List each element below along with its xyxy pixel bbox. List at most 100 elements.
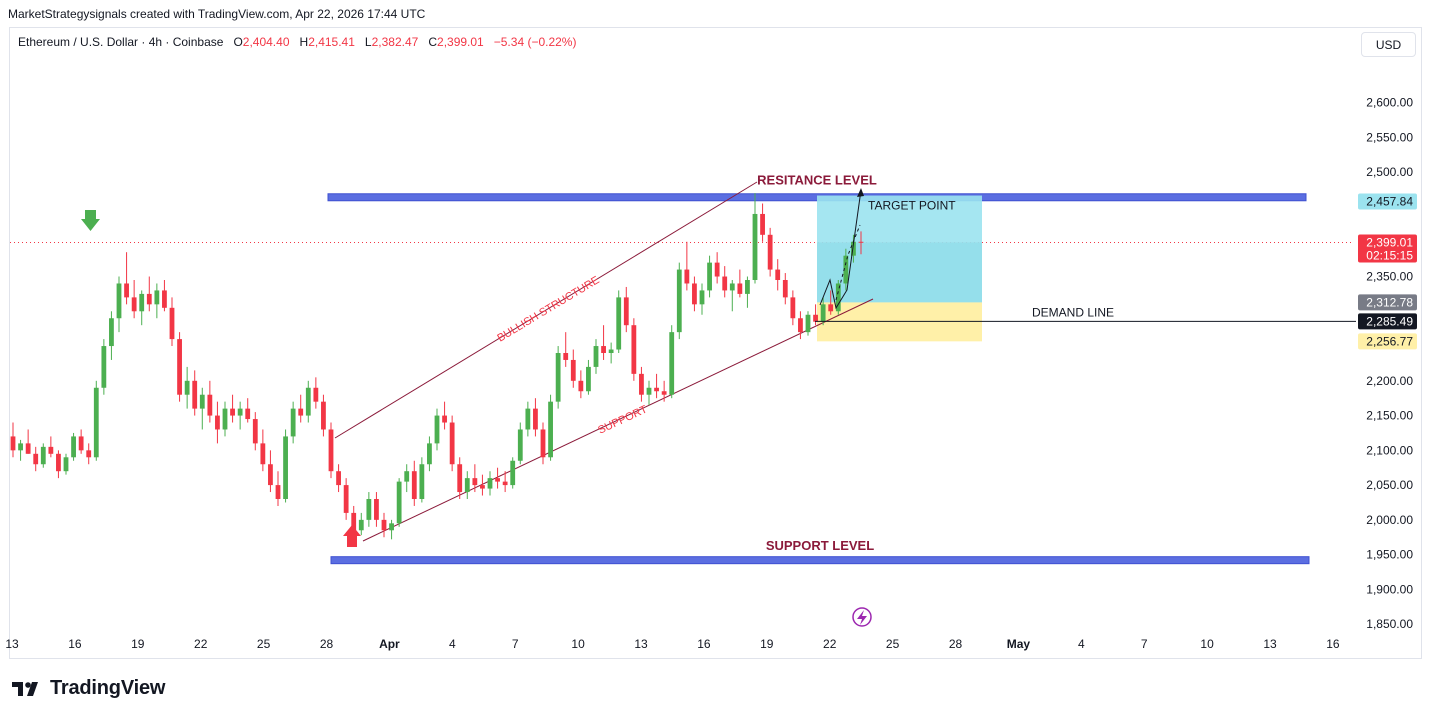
candle-body — [419, 464, 425, 499]
candle-body — [358, 519, 364, 531]
candle-body — [472, 478, 478, 486]
zone-label: SUPPORT LEVEL — [766, 538, 874, 553]
candle-body — [745, 280, 750, 294]
x-tick-label: 19 — [131, 637, 145, 651]
x-tick-label: 19 — [760, 637, 774, 651]
candle-body — [389, 523, 394, 531]
candle-body — [396, 481, 402, 524]
zone-bar — [330, 556, 1310, 565]
candle-body — [851, 241, 856, 256]
price-tag-label: 2,457.84 — [1366, 195, 1413, 209]
x-tick-label: 16 — [697, 637, 711, 651]
y-tick-label: 1,900.00 — [1366, 582, 1413, 596]
candle-body — [798, 318, 803, 333]
candle-body — [124, 283, 129, 298]
candle-body — [427, 443, 432, 465]
candle-body — [548, 401, 553, 458]
candle-body — [790, 297, 796, 319]
x-tick-label: 13 — [1263, 637, 1277, 651]
candle-body — [230, 408, 235, 416]
candle-body — [56, 453, 61, 472]
candle-body — [162, 290, 167, 308]
x-tick-label: 4 — [1078, 637, 1085, 651]
candle-body — [86, 450, 92, 458]
candle-body — [18, 443, 23, 451]
price-tag — [1358, 193, 1417, 210]
candle-body — [707, 262, 712, 291]
candle-body — [563, 353, 569, 360]
candle-body — [669, 332, 675, 395]
candle-body — [343, 485, 349, 513]
candle-body — [275, 485, 281, 499]
countdown-label: 02:15:15 — [1366, 248, 1413, 262]
low-value: 2,382.47 — [371, 35, 419, 49]
candle-body — [177, 339, 182, 395]
channel-upper-label: BULLISH STRUCTURE — [495, 274, 601, 344]
candle-body — [639, 373, 644, 395]
y-tick-label: 2,550.00 — [1366, 130, 1413, 144]
low-label: L — [364, 35, 372, 49]
candle-body — [593, 346, 599, 367]
candle-body — [813, 314, 818, 322]
close-label: C — [428, 35, 438, 49]
zone-label: RESITANCE LEVEL — [757, 172, 877, 187]
candle-body — [199, 394, 205, 409]
candle-body — [268, 464, 273, 486]
y-tick-label: 1,950.00 — [1366, 548, 1413, 562]
y-tick-label: 2,350.00 — [1366, 270, 1413, 284]
candle-body — [737, 283, 743, 294]
candle-body — [828, 304, 834, 312]
candle-body — [215, 415, 220, 430]
x-tick-label: 22 — [823, 637, 837, 651]
projection-path — [819, 189, 862, 310]
candle-body — [722, 276, 728, 291]
y-tick-label: 2,000.00 — [1366, 513, 1413, 527]
projection-dashed — [835, 224, 861, 301]
candles-layer — [10, 193, 864, 540]
candle-body — [10, 436, 16, 451]
candle-body — [464, 478, 470, 493]
candle-body — [699, 290, 705, 305]
candle-body — [101, 346, 107, 388]
candle-body — [805, 314, 811, 333]
candle-body — [404, 471, 410, 482]
candle-body — [714, 262, 720, 277]
candle-body — [434, 415, 440, 444]
candle-body — [131, 297, 137, 312]
x-tick-label: Apr — [379, 637, 400, 651]
chart-caption: MarketStrategysignals created with Tradi… — [8, 7, 426, 21]
target-box-fill — [817, 242, 982, 303]
candle-body — [260, 443, 266, 465]
chart-frame[interactable] — [9, 27, 1422, 659]
candle-body — [154, 290, 160, 305]
tradingview-brand[interactable]: TradingView — [12, 677, 165, 700]
price-tag — [1358, 234, 1417, 263]
candle-body — [820, 304, 826, 322]
candle-body — [775, 269, 781, 280]
projection-arrowhead — [857, 188, 864, 197]
open-value: 2,404.40 — [242, 35, 290, 49]
x-tick-label: 4 — [449, 637, 456, 651]
x-tick-label: May — [1007, 637, 1031, 651]
candle-body — [116, 283, 122, 319]
currency-button[interactable]: USD — [1361, 32, 1416, 57]
candle-body — [495, 478, 500, 482]
demand-line-label: DEMAND LINE — [1032, 305, 1114, 319]
candle-body — [169, 307, 175, 340]
x-tick-label: 13 — [5, 637, 19, 651]
candle-body — [586, 366, 591, 392]
lightning-icon — [852, 607, 872, 627]
candle-body — [366, 499, 372, 520]
candle-body — [192, 380, 198, 409]
candle-body — [237, 408, 243, 416]
y-tick-label: 2,150.00 — [1366, 409, 1413, 423]
candle-body — [858, 241, 864, 243]
y-tick-label: 1,850.00 — [1366, 617, 1413, 631]
x-tick-label: 25 — [886, 637, 900, 651]
candle-body — [533, 408, 538, 430]
candle-body — [71, 436, 76, 458]
x-tick-label: 7 — [1141, 637, 1148, 651]
candle-body — [25, 443, 31, 454]
